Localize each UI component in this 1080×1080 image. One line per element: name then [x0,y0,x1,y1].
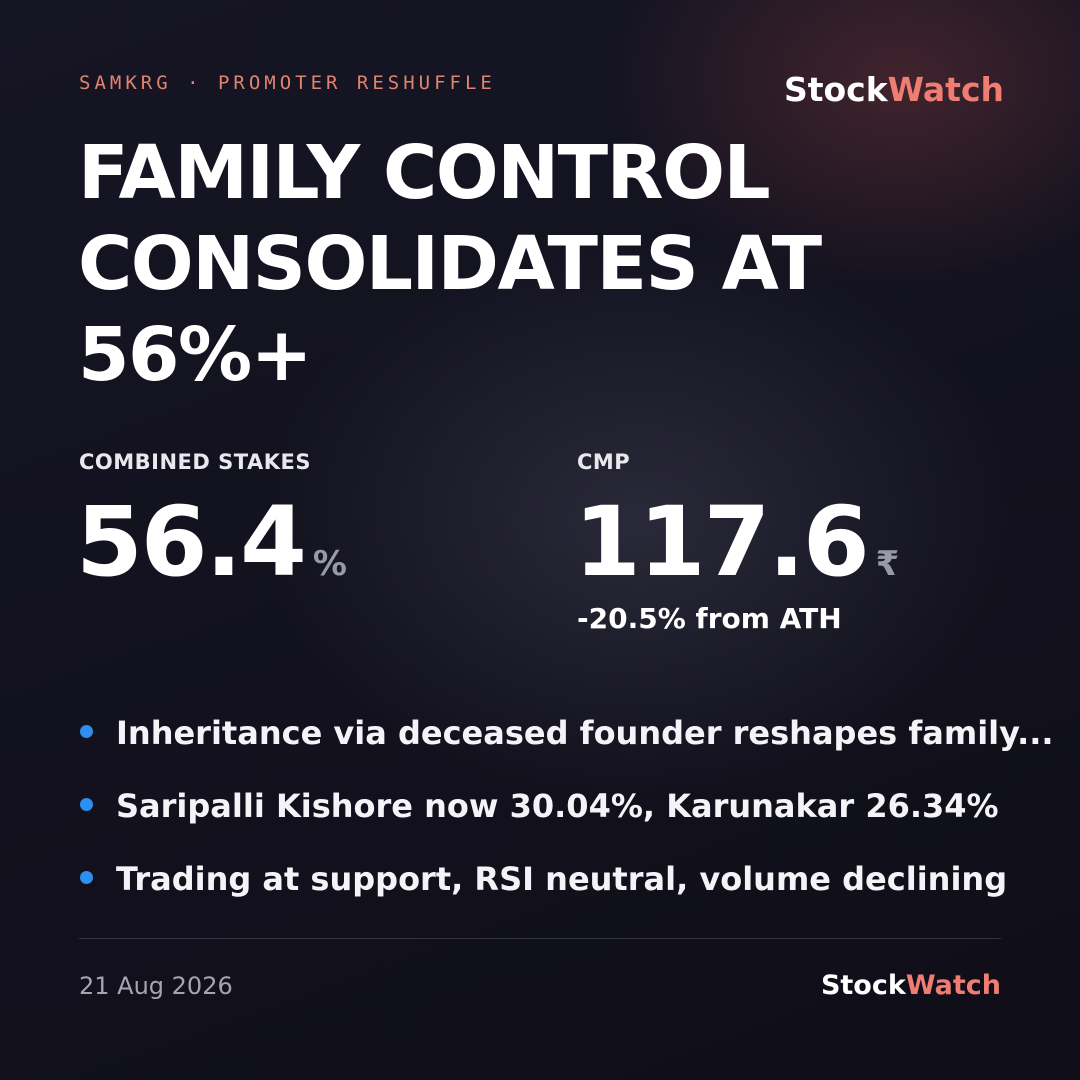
divider [79,938,1001,939]
stat-unit: ₹ [875,544,900,584]
stat-note: -20.5% from ATH [577,602,842,635]
stat-value: 117.6 [574,486,870,598]
stat-unit: % [312,544,347,584]
date: 21 Aug 2026 [79,972,233,1000]
stat-label: COMBINED STAKES [79,450,311,474]
headline-line: CONSOLIDATES AT [78,221,822,307]
stat: 117.6 ₹ [574,486,899,598]
brand-accent: Watch [887,70,1004,109]
bullet: Trading at support, RSI neutral, volume … [80,860,1007,898]
headline-line: 56%+ [78,312,313,398]
stat-value: 56.4 [76,486,307,598]
brand-logo: StockWatch [784,70,1004,109]
bullet: Inheritance via deceased founder reshape… [80,714,1054,752]
stat-label: CMP [577,450,631,474]
brand-primary: Stock [783,70,888,109]
stat: 56.4% [76,486,347,598]
brand-logo: StockWatch [821,970,1001,1001]
bullet: Saripalli Kishore now 30.04%, Karunakar … [80,787,999,825]
kicker: SAMKRG · PROMOTER RESHUFFLE [79,72,496,94]
headline: FAMILY CONTROL CONSOLIDATES AT 56%+ [78,128,822,401]
brand-accent: Watch [905,970,1001,1001]
headline-line: FAMILY CONTROL [78,130,771,216]
brand-primary: Stock [820,970,906,1001]
